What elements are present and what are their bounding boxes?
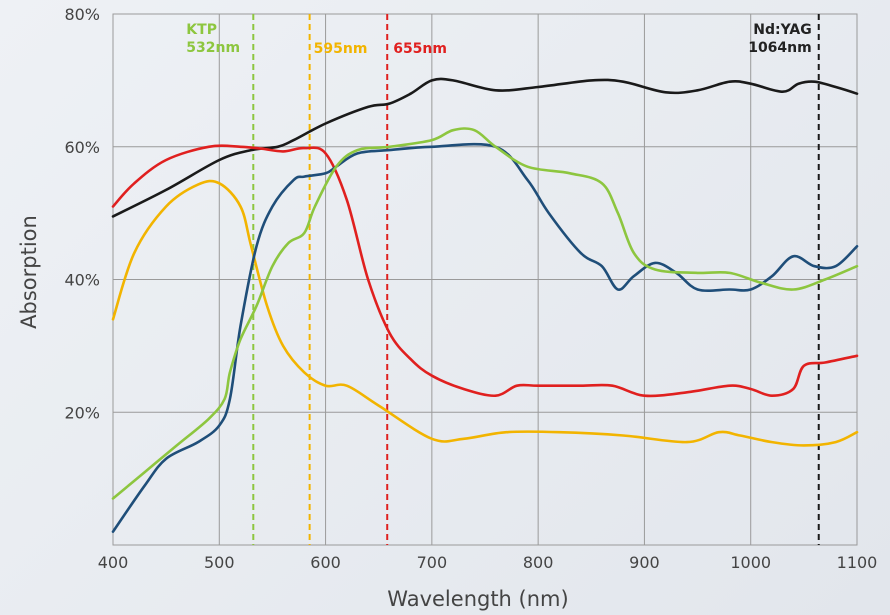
y-tick-label: 80%	[64, 5, 100, 24]
series-lines	[111, 77, 859, 533]
grid	[112, 13, 858, 546]
laser-markers: KTP 532nm 595nm 655nm Nd:YAG 1064nm	[186, 14, 820, 545]
x-tick-label: 600	[310, 553, 341, 572]
series-line	[111, 142, 859, 533]
laser-marker-label: 1064nm	[748, 40, 812, 56]
laser-marker-label: KTP	[186, 22, 217, 38]
x-tick-label: 1000	[730, 553, 771, 572]
y-tick-label: 40%	[64, 271, 100, 290]
x-tick-label: 800	[523, 553, 554, 572]
tick-labels: 400 500 600 700 800 900 1000 1100 20% 40% 60% 80%	[64, 5, 877, 572]
x-tick-label: 1100	[837, 553, 878, 572]
x-tick-label: 900	[629, 553, 660, 572]
x-tick-label: 500	[204, 553, 235, 572]
x-tick-label: 700	[417, 553, 448, 572]
y-tick-label: 20%	[64, 403, 100, 422]
laser-marker-label: Nd:YAG	[753, 22, 811, 38]
laser-marker-label: 532nm	[186, 40, 240, 56]
series-line	[111, 127, 859, 500]
laser-marker-label: 655nm	[393, 41, 447, 57]
series-line	[111, 77, 859, 218]
y-tick-label: 60%	[64, 138, 100, 157]
series-line	[111, 179, 859, 447]
laser-marker-label: 595nm	[314, 41, 368, 57]
y-axis-title: Absorption	[17, 215, 41, 329]
x-axis-title: Wavelength (nm)	[387, 587, 568, 611]
series-line	[111, 144, 859, 398]
x-tick-label: 400	[98, 553, 129, 572]
